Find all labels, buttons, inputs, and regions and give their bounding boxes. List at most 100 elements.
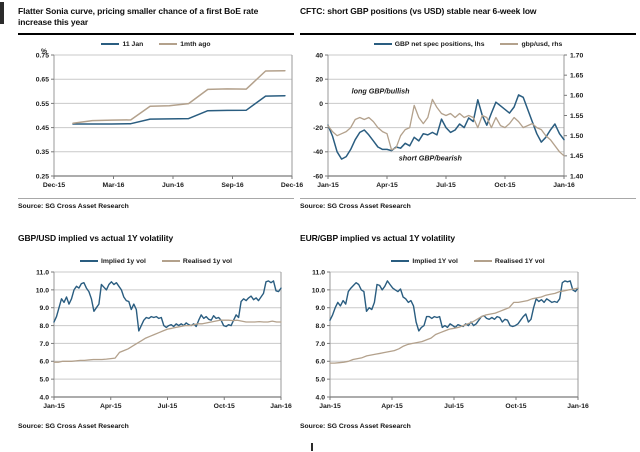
svg-text:11.0: 11.0 xyxy=(312,269,325,276)
svg-text:5.0: 5.0 xyxy=(40,377,50,384)
svg-text:1.40: 1.40 xyxy=(570,173,583,180)
svg-text:1.55: 1.55 xyxy=(570,113,583,120)
legend-item: Implied 1y vol xyxy=(79,257,146,265)
legend-label: gbp/usd, rhs xyxy=(521,40,563,48)
svg-text:Dec-16: Dec-16 xyxy=(281,182,304,189)
svg-text:10.0: 10.0 xyxy=(312,287,325,294)
legend-swatch xyxy=(391,260,410,262)
y-axis-labels: 0.75 0.65 0.55 0.45 0.35 0.25 xyxy=(36,52,54,180)
x-axis-labels: Jan-15 Apr-15 Jul-15 Oct-15 Jan-16 xyxy=(43,397,292,410)
svg-text:-20: -20 xyxy=(313,125,323,132)
svg-text:Jan-16: Jan-16 xyxy=(567,403,589,410)
sonia-curve-chart: 0.75 0.65 0.55 0.45 0.35 0.25% Dec-15 Mar-16 Jun… xyxy=(36,48,304,189)
svg-text:Sep-16: Sep-16 xyxy=(221,182,244,189)
svg-text:4.0: 4.0 xyxy=(316,394,326,401)
x-axis-labels: Jan-15 Apr-15 Jul-15 Oct-15 Jan-16 xyxy=(319,397,589,410)
legend-swatch xyxy=(373,43,392,45)
svg-text:Oct-15: Oct-15 xyxy=(505,403,526,410)
gbpusd-volatility-chart: 11.0 10.0 9.0 8.0 7.0 6.0 5.0 4.0 Jan-15 Apr-15 Ju… xyxy=(36,269,292,410)
y2-axis-labels: 1.70 1.65 1.60 1.55 1.50 1.45 1.40 xyxy=(564,52,583,180)
source-label: Source: SG Cross Asset Research xyxy=(18,423,129,430)
series-line-realised-1y-vol xyxy=(53,319,282,363)
svg-text:0.45: 0.45 xyxy=(36,125,49,132)
legend-label: Realised 1Y vol xyxy=(494,257,545,265)
svg-text:20: 20 xyxy=(315,77,323,84)
chart-legend: 11 Jan 1mth ago xyxy=(18,39,294,49)
legend-item: 11 Jan xyxy=(101,41,143,48)
svg-text:-60: -60 xyxy=(313,173,323,180)
legend-item: Implied 1Y vol xyxy=(391,258,458,265)
svg-text:Jan-15: Jan-15 xyxy=(43,403,65,410)
svg-text:Jul-15: Jul-15 xyxy=(444,403,464,410)
series-line-1mth-ago xyxy=(72,69,286,124)
panel-cftc-gbp-positions: CFTC: short GBP positions (vs USD) stabl… xyxy=(300,6,636,210)
legend-label: 1mth ago xyxy=(180,40,211,48)
svg-text:6.0: 6.0 xyxy=(40,359,50,366)
legend-label: Implied 1y vol xyxy=(100,257,146,265)
legend-item: GBP net spec positions, lhs xyxy=(373,40,485,48)
gridlines xyxy=(54,54,292,177)
svg-text:9.0: 9.0 xyxy=(40,305,50,312)
svg-text:40: 40 xyxy=(315,52,323,59)
legend-swatch xyxy=(101,43,120,45)
series-line-11-jan xyxy=(72,94,286,125)
svg-text:Jun-16: Jun-16 xyxy=(162,182,184,189)
panel-title: EUR/GBP implied vs actual 1Y volatility xyxy=(300,233,455,243)
legend-swatch xyxy=(500,43,519,45)
y-axis-labels: 11.0 10.0 9.0 8.0 7.0 6.0 5.0 4.0 xyxy=(312,269,330,401)
svg-text:7.0: 7.0 xyxy=(40,341,50,348)
series-line-gbp-net-spec-positions-lhs xyxy=(327,94,565,160)
legend-label: GBP net spec positions, lhs xyxy=(394,40,485,48)
svg-text:7.0: 7.0 xyxy=(316,341,326,348)
svg-text:11.0: 11.0 xyxy=(36,269,49,276)
source-label: Source: SG Cross Asset Research xyxy=(18,198,294,210)
svg-text:Dec-15: Dec-15 xyxy=(43,182,66,189)
cftc-gbp-positions-chart: 40200-20-40-601.701.651.601.551.501.451.… xyxy=(313,52,583,189)
svg-text:Jul-15: Jul-15 xyxy=(436,182,456,189)
svg-text:Mar-16: Mar-16 xyxy=(103,182,125,189)
svg-text:0.75: 0.75 xyxy=(36,52,49,59)
legend-label: Realised 1y vol xyxy=(182,257,233,265)
series-line-implied-1y-vol xyxy=(329,280,579,332)
legend-item: gbp/usd, rhs xyxy=(500,41,562,48)
svg-text:Jan-16: Jan-16 xyxy=(270,403,292,410)
svg-text:0.35: 0.35 xyxy=(36,149,49,156)
svg-text:0.55: 0.55 xyxy=(36,101,49,108)
y-axis-labels: 40 20 0 -20 -40 -60 xyxy=(313,52,328,180)
svg-text:Jan-16: Jan-16 xyxy=(553,182,575,189)
svg-text:10.0: 10.0 xyxy=(36,287,49,294)
svg-text:4.0: 4.0 xyxy=(40,394,50,401)
svg-text:Oct-15: Oct-15 xyxy=(494,182,515,189)
panel-title: CFTC: short GBP positions (vs USD) stabl… xyxy=(300,6,636,35)
legend-item: Realised 1Y vol xyxy=(473,257,545,265)
svg-text:-40: -40 xyxy=(313,149,323,156)
svg-text:1.65: 1.65 xyxy=(570,73,583,80)
legend-item: 1mth ago xyxy=(159,40,211,48)
panel-sonia-curve: Flatter Sonia curve, pricing smaller cha… xyxy=(18,6,304,210)
legend-swatch xyxy=(473,260,492,262)
chart-legend: GBP net spec positions, lhs gbp/usd, rhs xyxy=(300,39,636,49)
svg-text:0.65: 0.65 xyxy=(36,77,49,84)
legend-swatch xyxy=(161,260,180,262)
panel-eurgbp-volatility: EUR/GBP implied vs actual 1Y volatility … xyxy=(300,233,636,430)
panel-gbpusd-volatility: GBP/USD implied vs actual 1Y volatility … xyxy=(18,233,294,430)
svg-text:1.45: 1.45 xyxy=(570,153,583,160)
svg-text:5.0: 5.0 xyxy=(316,377,326,384)
x-axis-labels: Dec-15 Mar-16 Jun-16 Sep-16 Dec-16 xyxy=(43,176,304,189)
legend-label: 11 Jan xyxy=(122,40,144,48)
svg-text:1.50: 1.50 xyxy=(570,133,583,140)
svg-text:Jul-15: Jul-15 xyxy=(158,403,178,410)
panel-title: GBP/USD implied vs actual 1Y volatility xyxy=(18,233,174,243)
svg-text:8.0: 8.0 xyxy=(316,323,326,330)
source-label: Source: SG Cross Asset Research xyxy=(300,423,411,430)
svg-text:Oct-15: Oct-15 xyxy=(214,403,235,410)
x-axis-labels: Jan-15 Apr-15 Jul-15 Oct-15 Jan-16 xyxy=(317,176,575,189)
svg-text:8.0: 8.0 xyxy=(40,323,50,330)
y-axis-unit-label: % xyxy=(41,48,47,55)
legend-item: Realised 1y vol xyxy=(161,257,233,265)
legend-swatch xyxy=(79,260,98,262)
chart-legend: Implied 1Y vol Realised 1Y vol xyxy=(300,256,636,266)
series-line-gbp-usd-rhs xyxy=(327,98,565,157)
svg-text:1.70: 1.70 xyxy=(570,52,583,59)
